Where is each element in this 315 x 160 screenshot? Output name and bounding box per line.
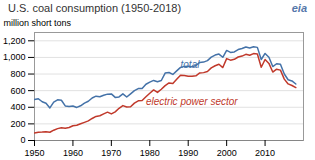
html-text:eia: eia: [291, 2, 307, 14]
svg-text:1950: 1950: [24, 148, 44, 158]
svg-text:200: 200: [10, 119, 25, 129]
svg-text:2000: 2000: [217, 148, 237, 158]
svg-text:electric power sector: electric power sector: [146, 96, 238, 107]
svg-text:1,200: 1,200: [3, 36, 26, 46]
svg-text:1960: 1960: [63, 148, 83, 158]
svg-text:1,000: 1,000: [3, 52, 26, 62]
svg-text:1980: 1980: [140, 148, 160, 158]
svg-text:800: 800: [10, 69, 25, 79]
svg-text:1990: 1990: [178, 148, 198, 158]
svg-text:600: 600: [10, 86, 25, 96]
svg-text:0: 0: [20, 135, 25, 145]
svg-text:2010: 2010: [255, 148, 275, 158]
html-text:U.S. coal consumption (1950-20: U.S. coal consumption (1950-2018): [8, 2, 181, 14]
svg-text:1970: 1970: [101, 148, 121, 158]
svg-text:400: 400: [10, 102, 25, 112]
svg-text:million short tons: million short tons: [4, 18, 72, 28]
svg-text:total: total: [181, 59, 201, 70]
